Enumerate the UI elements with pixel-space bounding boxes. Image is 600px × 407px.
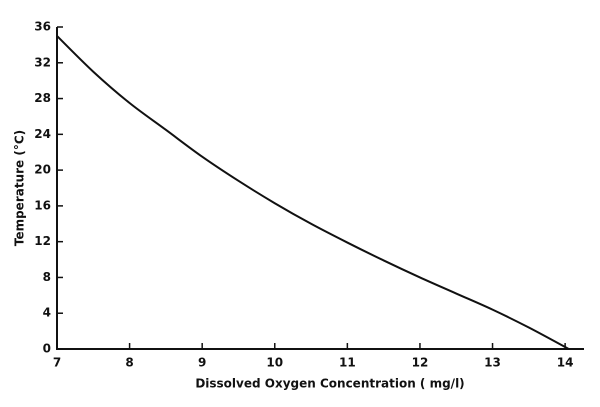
x-tick-label: 8 — [125, 356, 133, 370]
x-tick-label: 7 — [53, 356, 61, 370]
x-tick-label: 9 — [198, 356, 206, 370]
y-tick-label: 20 — [34, 163, 51, 177]
axes — [56, 27, 584, 350]
y-axis-label: Temperature (°C) — [13, 130, 27, 246]
y-tick-label: 28 — [34, 91, 51, 105]
y-tick-label: 0 — [43, 342, 51, 356]
x-tick-label: 10 — [266, 356, 283, 370]
y-tick-label: 24 — [34, 127, 51, 141]
y-tick-label: 8 — [43, 270, 51, 284]
y-tick-label: 4 — [43, 306, 51, 320]
x-tick-label: 11 — [339, 356, 356, 370]
x-tick-label: 13 — [484, 356, 501, 370]
data-line — [56, 35, 570, 350]
x-tick-label: 12 — [412, 356, 429, 370]
y-tick-label: 12 — [34, 234, 51, 248]
y-tick-label: 16 — [34, 198, 51, 212]
x-axis-label: Dissolved Oxygen Concentration ( mg/l) — [195, 377, 464, 391]
x-tick-label: 14 — [557, 356, 574, 370]
y-tick-label: 36 — [34, 20, 51, 34]
y-tick-label: 32 — [34, 55, 51, 69]
